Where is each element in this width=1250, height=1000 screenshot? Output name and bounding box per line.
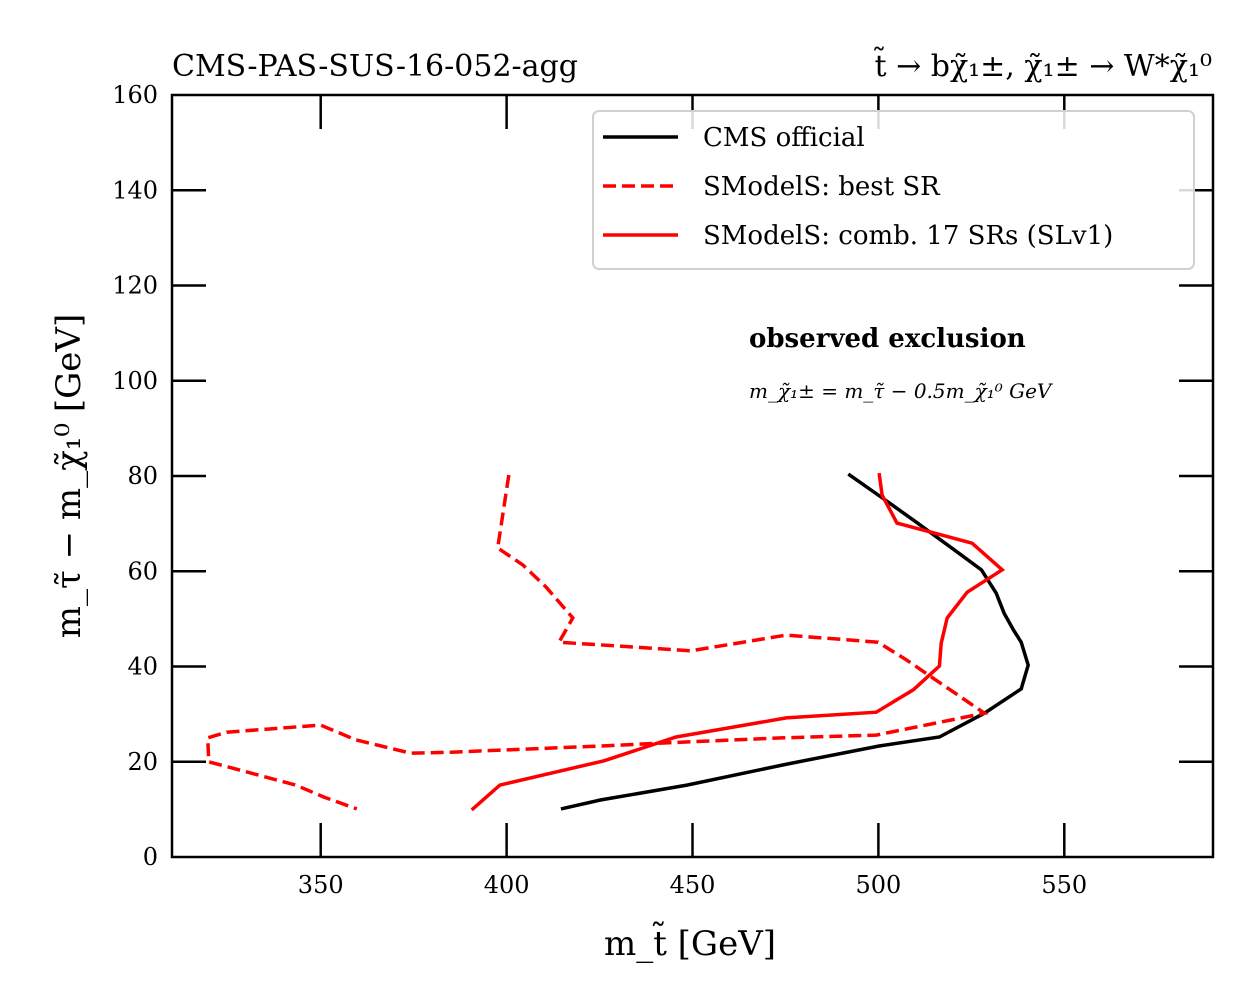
tick-labels: 350 400 450 500 550 0 20 40 60 80 100 120 140 160 xyxy=(112,81,1087,899)
y-tick-label: 140 xyxy=(112,176,158,204)
y-tick-label: 160 xyxy=(112,81,158,109)
y-axis-label: m_τ̃ − m_χ̃₁⁰ [GeV] xyxy=(49,314,89,638)
x-tick-label: 500 xyxy=(855,871,901,899)
title-left: CMS-PAS-SUS-16-052-agg xyxy=(172,49,578,84)
y-tick-label: 120 xyxy=(112,272,158,300)
y-tick-label: 20 xyxy=(127,748,158,776)
y-tick-label: 100 xyxy=(112,367,158,395)
legend-label: SModelS: best SR xyxy=(703,172,941,202)
legend: CMS official SModelS: best SR SModelS: com… xyxy=(592,110,1195,270)
series-line-smodels-best-sr xyxy=(205,474,989,811)
legend-label: SModelS: comb. 17 SRs (SLv1) xyxy=(703,221,1113,251)
x-tick-label: 350 xyxy=(298,871,344,899)
x-tick-label: 550 xyxy=(1041,871,1087,899)
y-tick-label: 60 xyxy=(127,557,158,585)
legend-box xyxy=(592,110,1195,270)
x-tick-label: 450 xyxy=(670,871,716,899)
annotation-heading: observed exclusion xyxy=(749,324,1026,354)
legend-label: CMS official xyxy=(703,123,865,153)
y-tick-label: 80 xyxy=(127,462,158,490)
annotation-formula: m_χ̃₁± = m_τ̃ − 0.5m_χ̃₁⁰ GeV xyxy=(749,379,1054,403)
series-line-cms-official xyxy=(560,472,1031,811)
series-line-smodels-comb-17-srs-slv1 xyxy=(470,472,1006,812)
y-tick-label: 40 xyxy=(127,653,158,681)
title-right: t̃ → bχ̃₁±, χ̃₁± → W*χ̃₁⁰ xyxy=(874,46,1212,84)
series-group xyxy=(205,472,1031,812)
y-tick-label: 0 xyxy=(143,843,158,871)
x-axis-label: m_t̃ [GeV] xyxy=(604,921,776,964)
x-tick-label: 400 xyxy=(484,871,530,899)
